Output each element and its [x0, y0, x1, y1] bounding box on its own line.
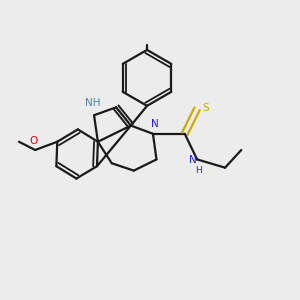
- Text: H: H: [196, 166, 202, 175]
- Text: NH: NH: [85, 98, 100, 108]
- Text: N: N: [152, 118, 159, 128]
- Text: O: O: [30, 136, 38, 146]
- Text: S: S: [202, 103, 209, 113]
- Text: N: N: [189, 155, 196, 165]
